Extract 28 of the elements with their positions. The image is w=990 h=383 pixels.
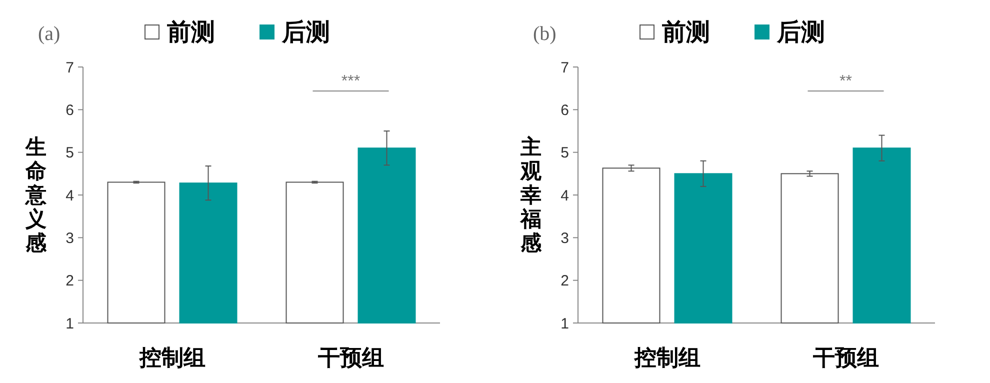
chart-title: (a) (38, 23, 60, 45)
y-tick-label: 6 (66, 102, 74, 119)
y-tick-label: 5 (560, 144, 569, 162)
y-tick-label: 5 (66, 144, 74, 162)
legend-label: 前测 (661, 18, 710, 46)
y-tick-label: 4 (66, 187, 74, 204)
legend-label: 后测 (281, 18, 330, 46)
y-axis-title: 生命意义感 (24, 134, 48, 255)
y-tick-label: 2 (66, 272, 74, 290)
legend-label: 前测 (166, 18, 215, 46)
legend-label: 后测 (776, 18, 825, 46)
y-tick-label: 2 (560, 272, 569, 290)
y-tick-label: 1 (560, 315, 569, 332)
y-tick-label: 6 (560, 102, 569, 119)
annotation: ** (840, 73, 852, 90)
x-tick-label: 控制组 (633, 345, 700, 371)
annotation: *** (341, 73, 360, 90)
y-tick-label: 7 (560, 59, 569, 76)
x-tick-label: 控制组 (138, 345, 206, 371)
y-tick-label: 3 (66, 230, 74, 247)
y-tick-label: 1 (66, 315, 74, 332)
x-tick-label: 干预组 (316, 345, 384, 371)
y-tick-label: 4 (560, 187, 569, 204)
chart-title: (b) (533, 23, 556, 45)
x-tick-label: 干预组 (812, 345, 879, 371)
y-tick-label: 7 (66, 59, 74, 76)
y-axis-title: 主观幸福感 (520, 134, 542, 255)
y-tick-label: 3 (560, 230, 569, 247)
